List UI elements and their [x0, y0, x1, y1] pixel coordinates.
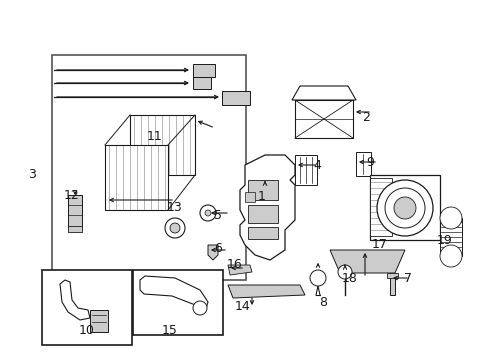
Circle shape	[439, 207, 461, 229]
Text: 3: 3	[28, 168, 36, 181]
Bar	[68, 195, 82, 227]
Text: 17: 17	[371, 238, 387, 252]
Text: 9: 9	[366, 157, 373, 170]
Circle shape	[309, 270, 325, 286]
Circle shape	[393, 197, 415, 219]
Bar	[439, 218, 461, 256]
Text: 10: 10	[79, 324, 95, 337]
Circle shape	[193, 301, 206, 315]
Text: 15: 15	[162, 324, 178, 337]
Circle shape	[376, 180, 432, 236]
Text: 13: 13	[167, 202, 183, 215]
Circle shape	[439, 245, 461, 267]
Polygon shape	[240, 155, 294, 260]
Polygon shape	[227, 285, 305, 298]
Polygon shape	[329, 250, 404, 273]
Text: 11: 11	[147, 130, 163, 144]
Bar	[68, 226, 82, 232]
Circle shape	[170, 223, 180, 233]
Bar	[369, 178, 391, 236]
Bar	[247, 180, 278, 200]
Bar	[386, 273, 397, 278]
Bar	[294, 100, 352, 138]
Text: 5: 5	[214, 210, 222, 222]
Polygon shape	[130, 115, 195, 175]
Text: 19: 19	[436, 234, 452, 247]
Bar	[52, 55, 245, 280]
Bar	[244, 192, 254, 202]
Polygon shape	[227, 265, 251, 275]
Bar	[193, 64, 215, 77]
Circle shape	[384, 188, 424, 228]
Text: 7: 7	[403, 271, 411, 284]
Text: 6: 6	[214, 242, 222, 255]
Bar	[247, 227, 278, 239]
Bar	[222, 91, 249, 105]
Polygon shape	[105, 145, 168, 210]
Polygon shape	[207, 245, 218, 260]
Bar	[369, 175, 439, 240]
Circle shape	[164, 218, 184, 238]
Text: 18: 18	[342, 271, 357, 284]
Bar	[294, 155, 316, 185]
Bar	[42, 270, 132, 345]
Text: 12: 12	[64, 189, 80, 202]
Bar	[90, 310, 108, 332]
Text: 1: 1	[258, 190, 265, 203]
Text: 2: 2	[361, 112, 369, 125]
Bar	[193, 77, 210, 89]
Text: 8: 8	[318, 297, 326, 310]
Text: 16: 16	[226, 258, 243, 271]
Text: 4: 4	[312, 159, 320, 172]
Polygon shape	[291, 86, 355, 100]
Circle shape	[337, 265, 351, 279]
Circle shape	[200, 205, 216, 221]
Bar	[389, 273, 394, 295]
Bar	[133, 270, 223, 335]
Bar	[355, 152, 370, 176]
Circle shape	[204, 210, 210, 216]
Text: 14: 14	[235, 301, 250, 314]
Bar	[247, 205, 278, 223]
